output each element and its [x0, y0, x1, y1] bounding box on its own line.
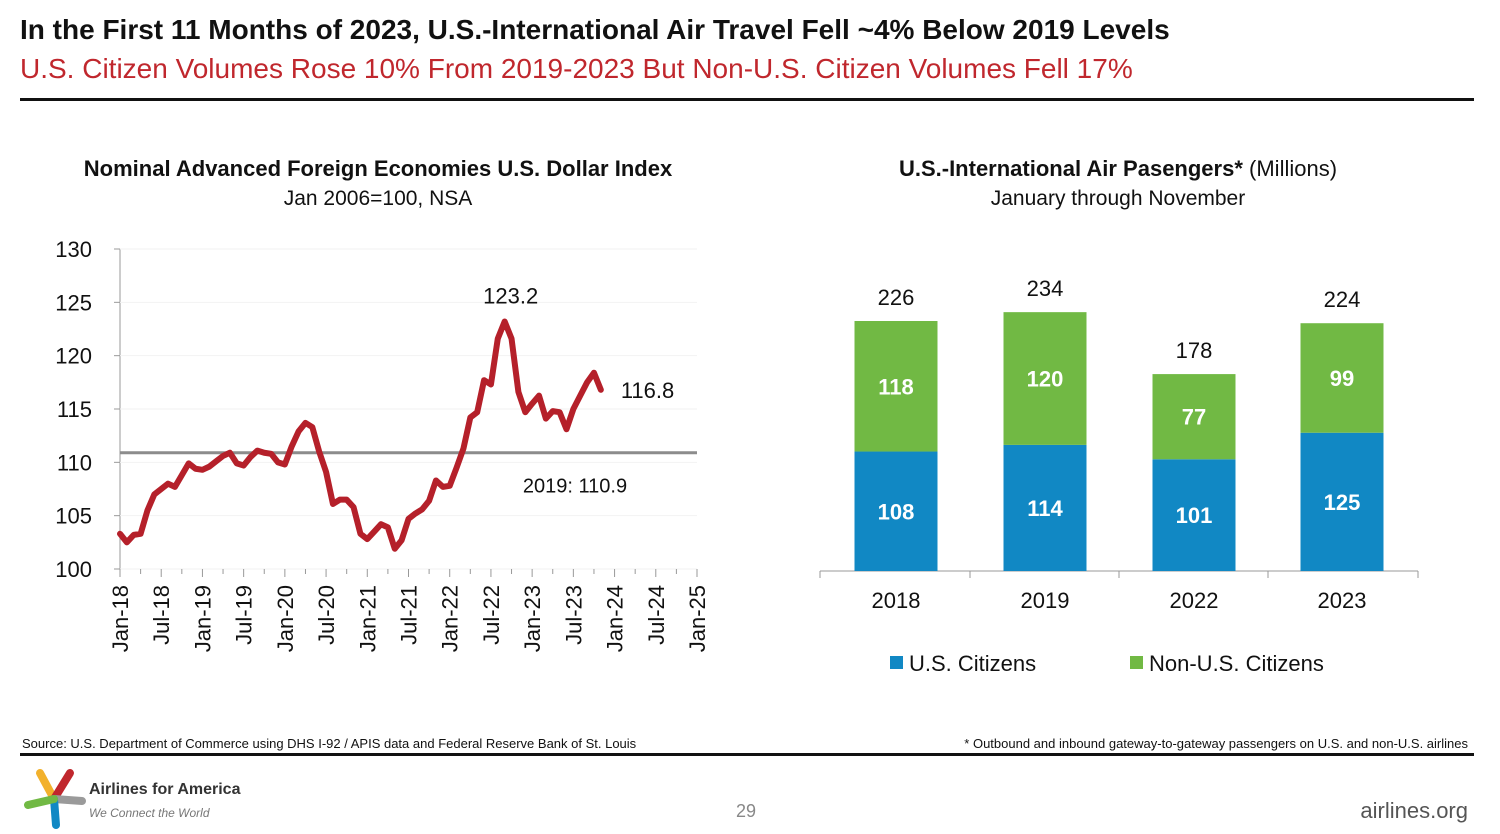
- x-category-label: 2023: [1318, 588, 1367, 613]
- airlines-for-america-logo-icon: [24, 769, 86, 829]
- bar-value-label: 77: [1182, 405, 1206, 430]
- x-category-label: 2022: [1170, 588, 1219, 613]
- bar-chart: 108 118 226 2018 114 120 234 2019 101 77 178 2022 12…: [819, 276, 1419, 676]
- x-category-label: 2019: [1021, 588, 1070, 613]
- bar-us-citizens: [1003, 444, 1087, 571]
- x-tick-label: Jan-23: [520, 585, 545, 652]
- logo-name: Airlines for America: [89, 781, 241, 798]
- bar-value-label: 125: [1324, 490, 1361, 515]
- bar-us-citizens: [854, 451, 938, 571]
- y-tick-label: 125: [55, 290, 92, 315]
- bar-total-label: 224: [1324, 287, 1361, 312]
- slide-title: In the First 11 Months of 2023, U.S.-Int…: [20, 14, 1170, 45]
- x-tick-label: Jan-20: [273, 585, 298, 652]
- bar-value-label: 114: [1027, 496, 1063, 521]
- x-tick-label: Jul-21: [397, 585, 422, 645]
- bar-total-label: 226: [878, 285, 915, 310]
- bar-chart-title: U.S.-International Air Pasengers* (Milli…: [760, 156, 1476, 182]
- bar-total-label: 178: [1176, 338, 1213, 363]
- x-tick-label: Jul-18: [149, 585, 174, 645]
- bar-non-us-citizens: [1152, 374, 1236, 460]
- x-tick-label: Jul-24: [644, 585, 669, 645]
- source-note: Source: U.S. Department of Commerce usin…: [22, 736, 637, 751]
- bar-non-us-citizens: [1003, 312, 1087, 445]
- y-tick-label: 100: [55, 557, 92, 582]
- reference-line-label: 2019: 110.9: [523, 476, 627, 498]
- page-number: 29: [736, 801, 757, 821]
- bar-value-label: 108: [878, 499, 915, 524]
- legend-label: Non-U.S. Citizens: [1149, 651, 1324, 676]
- bar-value-label: 99: [1330, 366, 1354, 391]
- bar-chart-title-main: U.S.-International Air Pasengers*: [898, 156, 1243, 181]
- x-tick-label: Jul-20: [314, 585, 339, 645]
- x-category-label: 2018: [872, 588, 921, 613]
- x-tick-label: Jan-19: [190, 585, 215, 652]
- line-chart: 100 105 110 115 120 125 130 Jan-18 Jul-18 Jan-19 J…: [55, 237, 710, 652]
- x-tick-label: Jan-25: [685, 585, 710, 652]
- line-chart-subtitle: Jan 2006=100, NSA: [283, 187, 473, 210]
- bar-value-label: 118: [878, 374, 914, 399]
- legend-label: U.S. Citizens: [909, 651, 1036, 676]
- legend-swatch: [890, 656, 903, 669]
- y-tick-label: 110: [57, 450, 92, 475]
- x-tick-label: Jan-18: [108, 585, 133, 652]
- x-tick-label: Jul-19: [232, 585, 257, 645]
- y-tick-label: 105: [55, 504, 92, 529]
- title-divider: [20, 98, 1474, 101]
- y-tick-label: 115: [57, 397, 92, 422]
- logo-tagline: We Connect the World: [89, 806, 210, 820]
- x-tick-label: Jan-21: [355, 585, 380, 652]
- bar-non-us-citizens: [854, 321, 938, 452]
- bar-non-us-citizens: [1300, 323, 1384, 433]
- legend-swatch: [1130, 656, 1143, 669]
- latest-annotation: 116.8: [621, 378, 674, 403]
- bar-chart-title-unit: (Millions): [1249, 156, 1338, 181]
- bar-value-label: 101: [1176, 503, 1213, 528]
- x-tick-label: Jan-24: [603, 585, 628, 652]
- y-tick-label: 130: [55, 237, 92, 262]
- line-chart-title: Nominal Advanced Foreign Economies U.S. …: [83, 156, 673, 181]
- slide-subtitle: U.S. Citizen Volumes Rose 10% From 2019-…: [20, 53, 1133, 84]
- bar-chart-subtitle: January through November: [990, 187, 1246, 210]
- peak-annotation: 123.2: [483, 284, 538, 309]
- x-tick-label: Jan-22: [438, 585, 463, 652]
- bar-us-citizens: [1152, 459, 1236, 571]
- website-link[interactable]: airlines.org: [1360, 798, 1468, 823]
- footer-divider: [20, 753, 1474, 756]
- y-tick-label: 120: [55, 344, 92, 369]
- bar-us-citizens: [1300, 432, 1384, 571]
- bar-value-label: 120: [1027, 367, 1064, 392]
- x-tick-label: Jul-22: [479, 585, 504, 645]
- x-tick-label: Jul-23: [561, 585, 586, 645]
- footnote: * Outbound and inbound gateway-to-gatewa…: [964, 736, 1468, 751]
- bar-total-label: 234: [1027, 276, 1064, 301]
